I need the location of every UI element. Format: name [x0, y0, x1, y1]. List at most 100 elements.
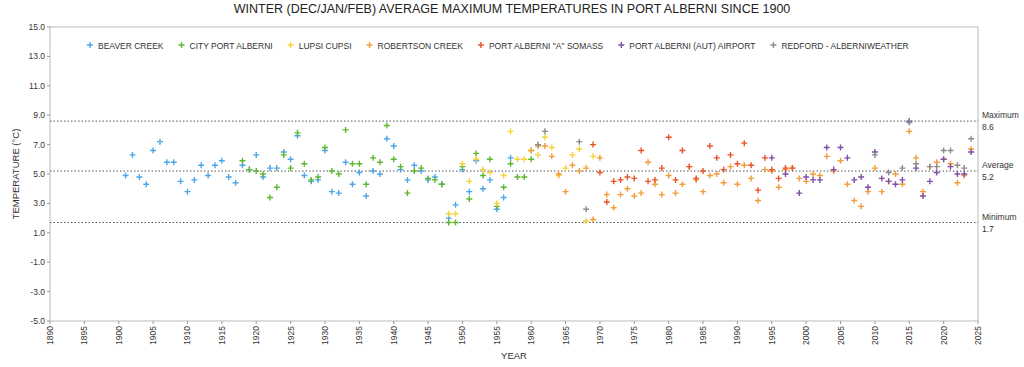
point — [673, 190, 679, 196]
reference-value: 1.7 — [982, 224, 994, 234]
x-tick-label: 2020 — [939, 326, 949, 345]
reference-value: 5.2 — [982, 172, 994, 182]
chart: WINTER (DEC/JAN/FEB) AVERAGE MAXIMUM TEM… — [0, 0, 1024, 367]
point — [624, 174, 630, 180]
point — [954, 162, 960, 168]
x-tick-label: 1950 — [457, 326, 467, 345]
point — [906, 120, 912, 126]
x-tick — [978, 321, 979, 324]
x-tick-label: 1895 — [79, 326, 89, 345]
point — [246, 167, 252, 173]
point — [267, 165, 273, 171]
point — [459, 161, 465, 167]
point — [789, 165, 795, 171]
point — [508, 161, 514, 167]
y-tick — [47, 115, 50, 116]
series — [446, 128, 596, 224]
reference-label: Maximum — [982, 110, 1019, 120]
point — [927, 178, 933, 184]
point — [336, 171, 342, 177]
point — [576, 146, 582, 152]
point — [968, 136, 974, 142]
y-tick — [47, 203, 50, 204]
point — [294, 130, 300, 136]
point — [432, 177, 438, 183]
x-tick-label: 1920 — [251, 326, 261, 345]
point — [961, 165, 967, 171]
x-tick-label: 1900 — [114, 326, 124, 345]
point — [659, 192, 665, 198]
point — [288, 156, 294, 162]
y-tick — [47, 56, 50, 57]
point — [714, 171, 720, 177]
point — [755, 197, 761, 203]
point — [913, 155, 919, 161]
x-tick-label: 2025 — [973, 326, 983, 345]
x-tick-label: 1960 — [526, 326, 536, 345]
point — [934, 170, 940, 176]
x-tick-label: 2010 — [870, 326, 880, 345]
point — [721, 180, 727, 186]
point — [370, 168, 376, 174]
point — [129, 152, 135, 158]
point — [198, 162, 204, 168]
points — [123, 118, 975, 225]
point — [604, 199, 610, 205]
point — [446, 211, 452, 217]
point — [838, 145, 844, 151]
y-tick-label: 1.0 — [33, 228, 45, 238]
point — [260, 171, 266, 177]
x-tick — [428, 321, 429, 324]
point — [356, 161, 362, 167]
x-tick — [771, 321, 772, 324]
point — [281, 152, 287, 158]
x-tick-label: 1990 — [732, 326, 742, 345]
point — [508, 155, 514, 161]
point — [666, 172, 672, 178]
x-tick — [256, 321, 257, 324]
point — [693, 175, 699, 181]
point — [618, 192, 624, 198]
point — [535, 142, 541, 148]
point — [927, 164, 933, 170]
point — [301, 172, 307, 178]
point — [480, 167, 486, 173]
point — [590, 142, 596, 148]
point — [453, 202, 459, 208]
point — [618, 177, 624, 183]
point — [748, 162, 754, 168]
point — [576, 168, 582, 174]
point — [336, 190, 342, 196]
reference-line — [50, 222, 978, 223]
reference-line — [50, 121, 978, 122]
point — [934, 164, 940, 170]
x-axis-label: YEAR — [501, 350, 527, 361]
point — [226, 174, 232, 180]
point — [679, 181, 685, 187]
point — [590, 153, 596, 159]
x-tick-label: 1985 — [698, 326, 708, 345]
series — [239, 122, 534, 225]
point — [776, 184, 782, 190]
x-tick-label: 1935 — [354, 326, 364, 345]
point — [563, 189, 569, 195]
point — [954, 171, 960, 177]
x-tick-label: 1995 — [767, 326, 777, 345]
x-tick — [943, 321, 944, 324]
series — [590, 134, 795, 205]
point — [583, 218, 589, 224]
point — [501, 172, 507, 178]
x-tick-label: 1910 — [182, 326, 192, 345]
point — [583, 165, 589, 171]
reference-value: 8.6 — [982, 122, 994, 132]
point — [274, 184, 280, 190]
x-tick — [737, 321, 738, 324]
point — [721, 167, 727, 173]
point — [893, 171, 899, 177]
legend-marker — [770, 42, 776, 48]
point — [466, 178, 472, 184]
point — [954, 180, 960, 186]
point — [865, 184, 871, 190]
point — [707, 143, 713, 149]
point — [968, 149, 974, 155]
